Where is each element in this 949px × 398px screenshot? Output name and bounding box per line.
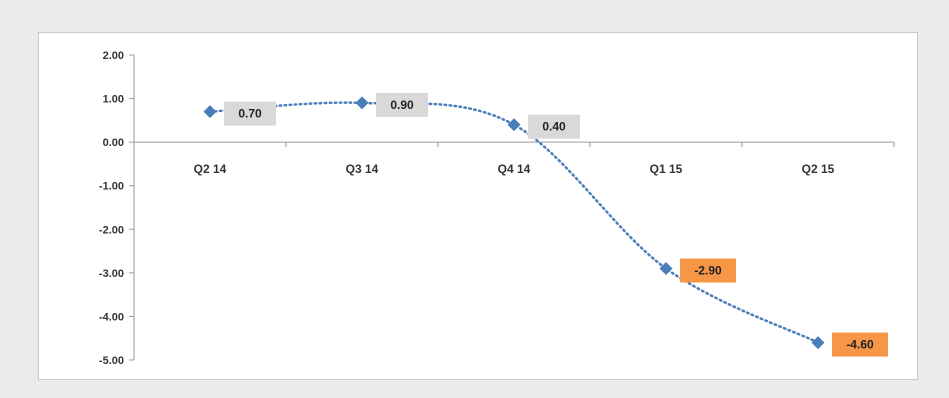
y-tick-label: 0.00 bbox=[103, 137, 124, 149]
line-chart: 2.00 1.00 0.00 -1.00 -2.00 -3.00 -4.00 -5.00 Q2… bbox=[99, 50, 895, 367]
series-line bbox=[208, 101, 820, 344]
data-label: 0.70 bbox=[224, 101, 276, 126]
x-axis: Q2 14 Q3 14 Q4 14 Q1 15 Q2 15 bbox=[133, 141, 895, 176]
data-label-box bbox=[528, 114, 580, 139]
data-label-box bbox=[224, 101, 276, 126]
data-point-marker bbox=[507, 118, 521, 132]
data-label: -2.90 bbox=[680, 258, 736, 283]
y-tick-label: -5.00 bbox=[99, 355, 124, 367]
data-label-text: -2.90 bbox=[694, 264, 722, 278]
x-category-label: Q2 14 bbox=[194, 162, 227, 176]
y-axis: 2.00 1.00 0.00 -1.00 -2.00 -3.00 -4.00 -5.00 bbox=[99, 50, 135, 367]
data-label: 0.90 bbox=[376, 92, 428, 117]
data-label-text: 0.40 bbox=[542, 120, 566, 134]
data-point-marker bbox=[811, 336, 825, 350]
data-label-box bbox=[832, 332, 888, 357]
y-tick-label: -1.00 bbox=[99, 181, 124, 193]
data-labels-group: 0.70 0.90 0.40 -2.90 -4.60 bbox=[224, 92, 888, 357]
data-label-text: -4.60 bbox=[846, 338, 874, 352]
y-tick-label: -3.00 bbox=[99, 268, 124, 280]
series-group bbox=[203, 96, 825, 350]
data-label-box bbox=[680, 258, 736, 283]
x-category-label: Q2 15 bbox=[802, 162, 835, 176]
data-label-text: 0.90 bbox=[390, 98, 414, 112]
data-label: 0.40 bbox=[528, 114, 580, 139]
chart-frame: 2.00 1.00 0.00 -1.00 -2.00 -3.00 -4.00 -5.00 Q2… bbox=[38, 32, 918, 380]
y-tick-label: -2.00 bbox=[99, 224, 124, 236]
data-label-box bbox=[376, 92, 428, 117]
x-category-label: Q1 15 bbox=[650, 162, 683, 176]
data-point-marker bbox=[203, 105, 217, 119]
data-label: -4.60 bbox=[832, 332, 888, 357]
y-tick-label: 2.00 bbox=[103, 50, 124, 62]
x-category-label: Q3 14 bbox=[346, 162, 379, 176]
data-point-marker bbox=[659, 262, 673, 275]
y-tick-label: 1.00 bbox=[103, 94, 124, 106]
data-label-text: 0.70 bbox=[238, 107, 262, 121]
data-point-marker bbox=[355, 96, 369, 110]
y-tick-label: -4.00 bbox=[99, 311, 124, 323]
x-category-label: Q4 14 bbox=[498, 162, 531, 176]
